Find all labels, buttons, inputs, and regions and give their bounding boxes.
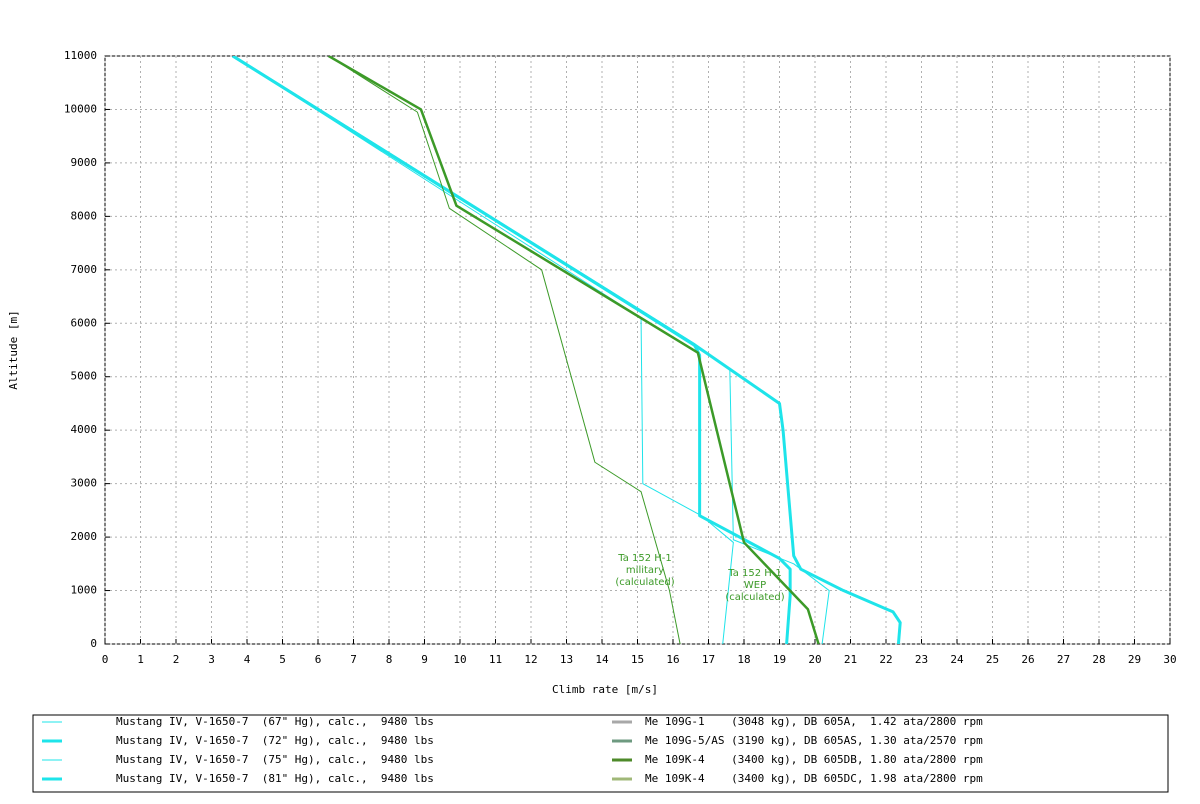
series-line <box>232 56 902 644</box>
y-tick-label: 0 <box>90 637 97 650</box>
y-tick-label: 11000 <box>64 49 97 62</box>
x-tick-label: 5 <box>279 653 286 666</box>
legend-label: Me 109K-4 (3400 kg), DB 605DB, 1.80 ata/… <box>645 753 983 766</box>
series-line <box>232 56 734 644</box>
x-tick-label: 1 <box>137 653 144 666</box>
x-tick-label: 25 <box>986 653 999 666</box>
series-annotation: (calculated) <box>725 592 784 603</box>
x-tick-label: 13 <box>560 653 573 666</box>
x-tick-label: 15 <box>631 653 644 666</box>
plot-lines <box>232 56 902 644</box>
y-tick-label: 4000 <box>71 423 98 436</box>
y-tick-label: 1000 <box>71 584 98 597</box>
y-tick-label: 3000 <box>71 477 98 490</box>
y-tick-label: 5000 <box>71 370 98 383</box>
x-tick-label: 26 <box>1021 653 1034 666</box>
x-tick-label: 22 <box>879 653 892 666</box>
legend-label: Mustang IV, V-1650-7 (75" Hg), calc., 94… <box>116 753 434 766</box>
x-tick-label: 21 <box>844 653 857 666</box>
x-tick-label: 24 <box>950 653 964 666</box>
x-tick-label: 19 <box>773 653 786 666</box>
series-line <box>328 56 820 644</box>
legend-label: Mustang IV, V-1650-7 (67" Hg), calc., 94… <box>116 715 434 728</box>
x-tick-label: 2 <box>173 653 180 666</box>
x-tick-label: 9 <box>421 653 428 666</box>
x-tick-label: 28 <box>1092 653 1105 666</box>
series-line <box>232 56 792 644</box>
y-tick-label: 2000 <box>71 530 98 543</box>
x-tick-label: 11 <box>489 653 502 666</box>
x-tick-label: 17 <box>702 653 715 666</box>
legend-label: Me 109G-1 (3048 kg), DB 605A, 1.42 ata/2… <box>645 715 983 728</box>
x-tick-label: 12 <box>524 653 537 666</box>
series-annotation: Ta 152 H-1 <box>617 553 672 564</box>
series-annotation: military <box>626 565 664 576</box>
legend-label: Mustang IV, V-1650-7 (81" Hg), calc., 94… <box>116 772 434 785</box>
series-line <box>328 56 681 644</box>
series-line <box>232 56 830 644</box>
legend-label: Mustang IV, V-1650-7 (72" Hg), calc., 94… <box>116 734 434 747</box>
x-tick-label: 23 <box>915 653 928 666</box>
legend-box <box>32 714 1169 793</box>
y-tick-label: 8000 <box>71 209 98 222</box>
series-annotation: WEP <box>744 580 766 591</box>
y-tick-label: 7000 <box>71 263 98 276</box>
y-axis-label: Altitude [m] <box>7 310 20 389</box>
legend-label: Me 109G-5/AS (3190 kg), DB 605AS, 1.30 a… <box>645 734 983 747</box>
x-tick-label: 6 <box>315 653 322 666</box>
y-tick-label: 9000 <box>71 156 98 169</box>
series-annotation: (calculated) <box>615 577 674 588</box>
x-tick-label: 10 <box>453 653 466 666</box>
x-tick-label: 27 <box>1057 653 1070 666</box>
x-tick-label: 14 <box>595 653 609 666</box>
x-tick-label: 7 <box>350 653 357 666</box>
x-tick-label: 3 <box>208 653 215 666</box>
x-tick-label: 30 <box>1163 653 1176 666</box>
x-tick-label: 4 <box>244 653 251 666</box>
y-tick-label: 10000 <box>64 102 97 115</box>
x-tick-label: 20 <box>808 653 821 666</box>
legend-label: Me 109K-4 (3400 kg), DB 605DC, 1.98 ata/… <box>645 772 983 785</box>
x-tick-label: 29 <box>1128 653 1141 666</box>
x-tick-label: 0 <box>102 653 109 666</box>
x-tick-label: 16 <box>666 653 679 666</box>
y-tick-label: 6000 <box>71 316 98 329</box>
x-tick-label: 8 <box>386 653 393 666</box>
x-axis-label: Climb rate [m/s] <box>552 683 658 696</box>
x-tick-label: 18 <box>737 653 750 666</box>
series-annotation: Ta 152 H-1 <box>727 568 782 579</box>
